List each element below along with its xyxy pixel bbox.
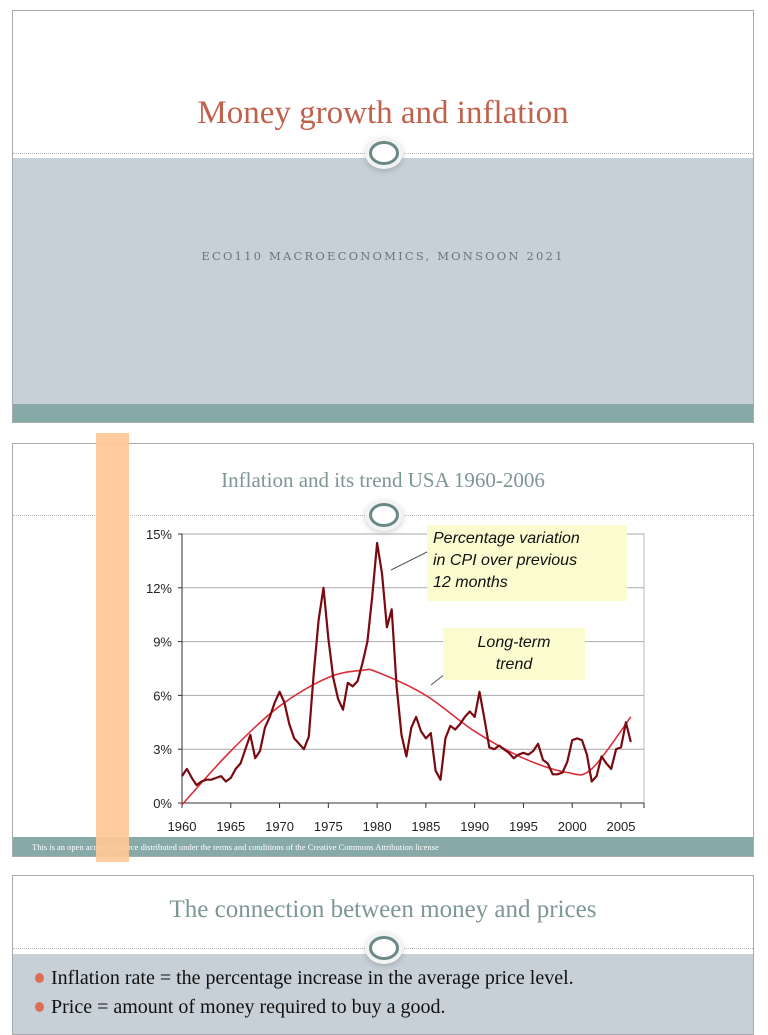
chart-axes: [178, 533, 645, 808]
slide-title[interactable]: Money growth and inflation ECO110 MACROE…: [12, 10, 754, 423]
annotation-line: trend: [495, 656, 533, 673]
slide-heading: Inflation and its trend USA 1960-2006: [221, 468, 545, 492]
svg-text:1965: 1965: [216, 819, 245, 834]
bullet-list: Inflation rate = the percentage increase…: [33, 964, 574, 1022]
bullet-dot-icon: [35, 1002, 44, 1012]
y-axis-labels: 0% 3% 6% 9% 12% 15%: [146, 527, 172, 811]
bullet-dot-icon: [35, 973, 44, 983]
svg-text:15%: 15%: [146, 527, 172, 542]
bullet-item: Price = amount of money required to buy …: [33, 993, 574, 1022]
trend-annotation: Long-term trend: [443, 628, 585, 680]
content-band: [13, 954, 753, 1034]
slide-inflation-chart[interactable]: Inflation and its trend USA 1960-2006 0%…: [12, 443, 754, 857]
bullet-item: Inflation rate = the percentage increase…: [33, 964, 574, 993]
circle-ornament-icon: [369, 141, 399, 165]
slide-money-prices[interactable]: The connection between money and prices …: [12, 875, 754, 1035]
bullet-text: Price = amount of money required to buy …: [51, 996, 446, 1018]
svg-text:1990: 1990: [460, 819, 489, 834]
subtitle-band: [13, 158, 753, 404]
svg-text:1980: 1980: [363, 819, 392, 834]
presentation-title: Money growth and inflation: [197, 95, 569, 131]
trend-annotation-pointer: [430, 673, 446, 686]
bullet-text: Inflation rate = the percentage increase…: [51, 967, 574, 989]
footer-teal-bar: [13, 837, 753, 856]
svg-text:2000: 2000: [558, 819, 587, 834]
svg-text:1985: 1985: [411, 819, 440, 834]
cpi-line: [181, 541, 632, 787]
svg-text:1975: 1975: [314, 819, 343, 834]
annotation-line: 12 months: [433, 574, 508, 591]
slide-heading: The connection between money and prices: [169, 896, 597, 923]
orange-marker-bar: [96, 433, 129, 862]
svg-text:1960: 1960: [168, 819, 197, 834]
annotation-line: Percentage variation: [433, 530, 580, 547]
circle-ornament-icon: [369, 503, 399, 527]
license-footer: This is an open access resource distribu…: [32, 842, 439, 852]
svg-text:1970: 1970: [265, 819, 294, 834]
svg-text:1995: 1995: [509, 819, 538, 834]
annotation-line: in CPI over previous: [433, 552, 578, 569]
x-axis-labels: 1960 1965 1970 1975 1980 1985 1990 1995 2000 2005: [168, 819, 636, 834]
svg-text:9%: 9%: [153, 635, 172, 650]
svg-text:3%: 3%: [153, 742, 172, 757]
bottom-teal-bar: [13, 404, 753, 422]
svg-text:12%: 12%: [146, 581, 172, 596]
svg-text:0%: 0%: [153, 796, 172, 811]
svg-text:2005: 2005: [607, 819, 636, 834]
cpi-annotation: Percentage variation in CPI over previou…: [427, 525, 627, 601]
course-subtitle: ECO110 MACROECONOMICS, MONSOON 2021: [201, 249, 565, 263]
annotation-line: Long-term: [477, 634, 551, 651]
svg-text:6%: 6%: [153, 688, 172, 703]
circle-ornament-icon: [369, 936, 399, 960]
cpi-annotation-pointer: [390, 550, 430, 571]
